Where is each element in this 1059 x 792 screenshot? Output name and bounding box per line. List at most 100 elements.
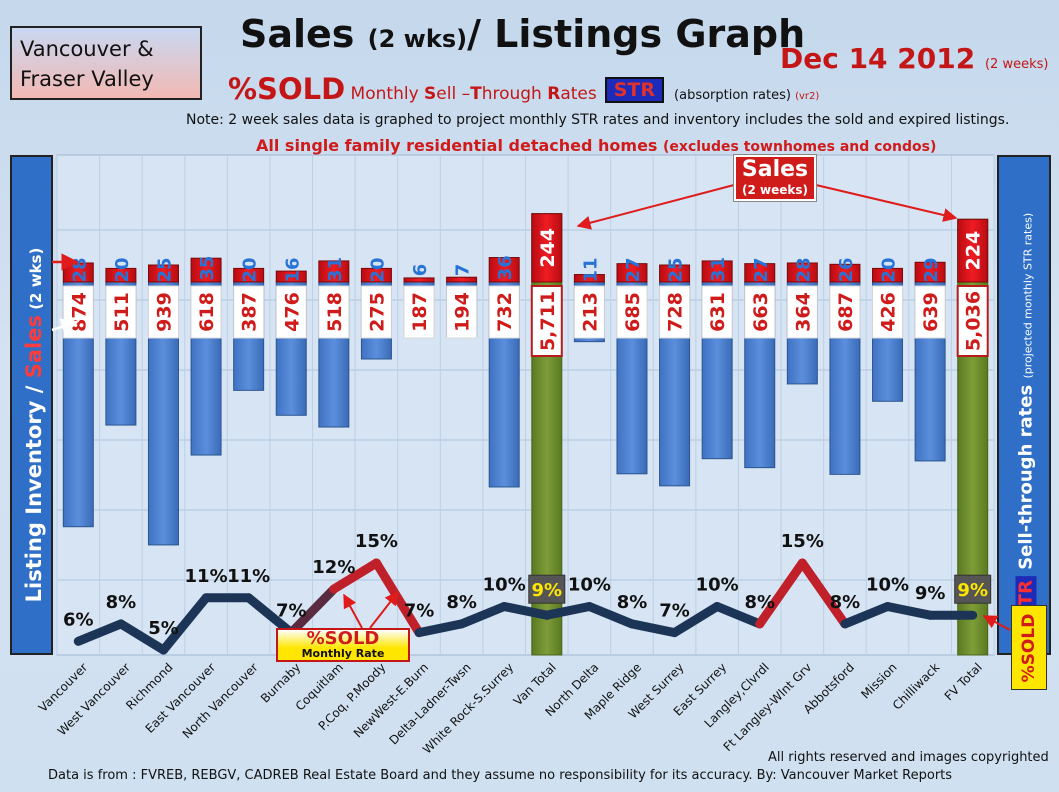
gridlines <box>56 155 995 655</box>
str-line-segment <box>73 619 126 646</box>
str-line-segment <box>670 602 722 638</box>
str-version: (vr2) <box>795 91 820 102</box>
str-line-segment <box>457 602 509 629</box>
inventory-value-label: 387 <box>239 292 261 332</box>
inventory-value-label: 476 <box>281 292 303 332</box>
str-line-segment <box>712 602 765 629</box>
category-label-chilliwack: Chilliwack <box>890 660 942 712</box>
sales-bar-abbotsford <box>829 263 861 283</box>
sales-arrow-van <box>576 184 735 230</box>
inventory-value-label: 511 <box>111 292 133 332</box>
region-box: Vancouver & Fraser Valley <box>10 26 202 100</box>
sold-callout-title: %SOLD <box>306 628 380 649</box>
inventory-label-box <box>872 285 904 339</box>
str-badge: STR <box>604 77 665 103</box>
sold-percent-label: 8% <box>446 592 477 613</box>
sold-arrow-2 <box>369 590 399 629</box>
inventory-value-label: 364 <box>792 292 814 332</box>
sold-percent-label: 15% <box>355 531 398 552</box>
inventory-label-box <box>233 285 265 339</box>
sales-callout-subtitle: (2 weeks) <box>742 183 808 197</box>
sold-percent-label: 15% <box>781 531 824 552</box>
sold-percent-label: 9% <box>532 580 563 601</box>
sold-percent-label: 7% <box>276 601 307 622</box>
sold-percent-label: 8% <box>744 592 775 613</box>
sales-value-label: 20 <box>367 257 388 282</box>
str-line-segment <box>116 619 168 655</box>
copyright-note: All rights reserved and images copyright… <box>768 750 1049 765</box>
total-sales-bar-fv-total <box>957 218 989 283</box>
title-main: Sales <box>240 12 368 56</box>
inventory-value-label: 426 <box>878 292 900 332</box>
str-line-layer <box>73 558 978 655</box>
inventory-value-label: 631 <box>707 292 729 332</box>
str-line-segment <box>158 593 211 655</box>
total-sales-bar-van-total <box>531 213 563 283</box>
sales-value-label: 29 <box>921 257 942 282</box>
category-label-west-vancouver: West Vancouver <box>55 660 133 738</box>
inventory-label-box <box>914 285 946 339</box>
subtitle-monthly: Monthly <box>345 84 425 104</box>
str-line-segment <box>840 602 893 629</box>
sales-arrow-fv <box>815 184 958 222</box>
inventory-value-label: 5,711 <box>537 291 559 351</box>
left-axis-panel <box>10 155 53 655</box>
inventory-label-box <box>318 285 350 339</box>
sold-arrow-1 <box>343 593 363 629</box>
sold-percent-label: 9% <box>957 580 988 601</box>
region-line-1: Vancouver & <box>20 37 154 61</box>
inventory-label-box <box>147 285 179 339</box>
sold-percent-label: 11% <box>185 566 228 587</box>
sales-value-label: 35 <box>197 256 218 281</box>
sales-value-label: 224 <box>963 231 985 271</box>
sales-value-label: 31 <box>708 257 729 282</box>
sales-value-label: 27 <box>751 257 772 282</box>
subtitle-hrough: hrough <box>481 84 548 104</box>
subtitle-r: R <box>547 84 561 104</box>
sales-value-label: 6 <box>410 264 431 277</box>
inventory-label-box <box>190 285 222 339</box>
sales-value-label: 27 <box>623 257 644 282</box>
sold-percent-label: 10% <box>696 575 739 596</box>
sales-bar-ft-langley-wlnt-grv <box>786 262 818 283</box>
sales-bar-west-vancouver <box>105 267 137 283</box>
inventory-label-box <box>403 285 435 339</box>
sold-percent-label: 8% <box>106 592 137 613</box>
date-main: Dec 14 2012 <box>780 42 985 75</box>
str-line-segment <box>627 619 680 638</box>
sales-bar-newwest-e-burn <box>403 277 435 283</box>
sales-value-label: 244 <box>537 228 559 268</box>
sold-label: %SOLD <box>228 72 346 106</box>
str-desc-text: (absorption rates) <box>674 88 791 103</box>
category-label-north-vancouver: North Vancouver <box>180 660 261 741</box>
str-line-segment <box>542 602 594 620</box>
sales-bar-coquitlam <box>318 260 350 283</box>
sales-bar-richmond <box>147 264 179 283</box>
str-line-segment <box>883 602 935 620</box>
sold-percent-label: 10% <box>866 575 909 596</box>
inventory-value-label: 213 <box>579 292 601 332</box>
sales-bar-north-delta <box>573 274 605 283</box>
sales-value-label: 25 <box>666 257 687 282</box>
chart-note: Note: 2 week sales data is graphed to pr… <box>186 112 1010 128</box>
inventory-label-box <box>360 285 392 339</box>
sales-bar-west-surrey <box>659 264 691 283</box>
inventory-value-label: 728 <box>665 292 687 332</box>
inventory-label-box <box>956 285 989 357</box>
inventory-label-box <box>786 285 818 339</box>
str-line-segment <box>797 558 850 629</box>
inventory-value-label: 685 <box>622 292 644 332</box>
sold-percent-label: 10% <box>483 575 526 596</box>
sales-value-label: 20 <box>240 257 261 282</box>
sales-bar-p-coq-p-moody <box>360 267 392 283</box>
sold-percent-label: 9% <box>915 583 946 604</box>
sold-percent-label: 8% <box>830 592 861 613</box>
inventory-label-box <box>488 285 520 339</box>
inventory-value-label: 194 <box>452 292 474 332</box>
sales-value-label: 28 <box>793 257 814 282</box>
sales-bar-north-vancouver <box>233 267 265 283</box>
sales-value-label: 20 <box>112 257 133 282</box>
str-line-segment <box>244 593 296 638</box>
sold-axis-arrow <box>982 615 1011 631</box>
subtitle-ates: ates <box>560 84 597 104</box>
